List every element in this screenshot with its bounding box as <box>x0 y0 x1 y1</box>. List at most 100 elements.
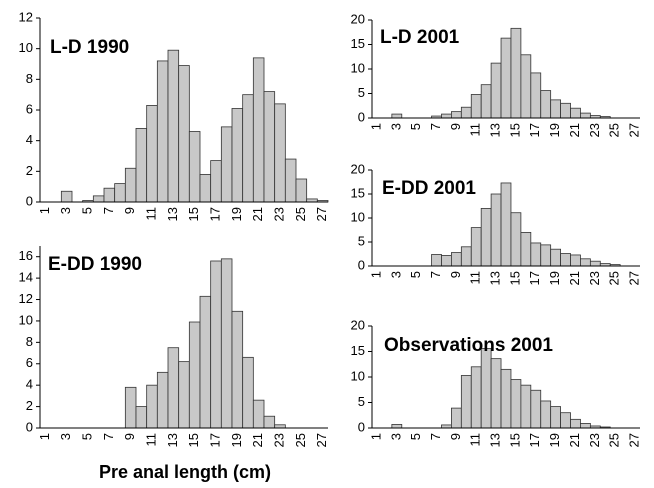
bar <box>167 347 180 429</box>
bar <box>460 375 472 429</box>
bar <box>231 108 244 203</box>
bar <box>124 167 137 203</box>
x-tick-label: 15 <box>507 123 522 137</box>
x-tick-label: 5 <box>408 123 423 130</box>
y-tick-label: 4 <box>26 132 33 147</box>
bar <box>188 131 201 203</box>
bar <box>146 105 158 203</box>
bar <box>135 127 148 203</box>
bar <box>550 248 561 267</box>
x-tick-label: 25 <box>607 271 622 285</box>
y-tick-label: 8 <box>26 334 33 349</box>
bar <box>210 160 222 203</box>
bar <box>391 424 403 429</box>
bar <box>570 107 581 119</box>
x-tick-label: 11 <box>468 271 483 285</box>
x-tick-label: 7 <box>428 123 443 130</box>
x-tick-label: 15 <box>186 207 201 221</box>
bar <box>167 49 180 203</box>
x-tick-label: 25 <box>607 123 622 137</box>
y-tick-label: 10 <box>351 209 365 224</box>
x-tick-label: 21 <box>567 123 582 137</box>
x-tick-label: 9 <box>448 123 463 130</box>
bar <box>470 227 482 267</box>
bar <box>540 400 552 429</box>
y-tick-label: 20 <box>351 317 365 332</box>
bar <box>178 65 190 203</box>
y-tick-label: 0 <box>358 257 365 272</box>
bar <box>480 207 492 267</box>
x-tick-label: 19 <box>547 433 562 447</box>
x-tick-label: 15 <box>507 271 522 285</box>
x-tick-label: 11 <box>468 433 483 447</box>
bar <box>490 193 502 267</box>
x-tick-label: 9 <box>448 271 463 278</box>
x-tick-label: 25 <box>293 433 308 447</box>
bar <box>530 389 542 429</box>
x-tick-label: 3 <box>388 123 403 130</box>
bar <box>220 126 233 203</box>
x-tick-label: 17 <box>527 271 542 285</box>
x-tick-label: 13 <box>488 123 503 137</box>
bar <box>589 260 601 267</box>
bar <box>550 99 561 119</box>
bar <box>490 358 502 429</box>
x-tick-label: 9 <box>122 433 137 440</box>
bar <box>510 379 522 429</box>
x-tick-label: 23 <box>587 123 602 137</box>
x-tick-label: 19 <box>229 433 244 447</box>
y-tick-label: 12 <box>19 291 33 306</box>
x-tick-label: 19 <box>229 207 244 221</box>
x-tick-label: 21 <box>567 433 582 447</box>
bar <box>580 112 591 119</box>
x-tick-label: 23 <box>271 207 286 221</box>
y-tick-label: 4 <box>26 377 33 392</box>
y-tick-label: 0 <box>358 109 365 124</box>
bar <box>431 254 442 267</box>
x-tick-label: 23 <box>587 271 602 285</box>
x-tick-label: 17 <box>207 433 222 447</box>
bar <box>580 258 591 267</box>
panel-title: L-D 1990 <box>50 37 129 58</box>
bar <box>146 384 158 429</box>
bar <box>252 399 265 429</box>
x-tick-label: 11 <box>143 207 158 221</box>
x-tick-label: 25 <box>607 433 622 447</box>
x-tick-label: 21 <box>567 271 582 285</box>
x-tick-label: 27 <box>626 271 641 285</box>
x-tick-label: 1 <box>37 433 52 440</box>
y-tick-label: 15 <box>351 185 365 200</box>
bar <box>252 57 265 203</box>
bar <box>510 212 522 267</box>
bar <box>550 406 561 429</box>
bar <box>460 246 472 267</box>
x-tick-label: 5 <box>79 433 94 440</box>
bar <box>470 366 482 429</box>
panel-title: L-D 2001 <box>380 27 460 48</box>
y-tick-label: 16 <box>19 248 33 263</box>
x-tick-label: 19 <box>547 123 562 137</box>
y-tick-label: 20 <box>351 11 365 26</box>
bar <box>274 103 286 203</box>
bar <box>530 72 542 119</box>
x-tick-label: 13 <box>488 433 503 447</box>
x-tick-label: 23 <box>271 433 286 447</box>
x-tick-label: 5 <box>408 271 423 278</box>
bar <box>510 27 522 119</box>
y-tick-label: 2 <box>26 163 33 178</box>
bar <box>242 356 254 429</box>
x-tick-label: 7 <box>428 433 443 440</box>
x-tick-label: 1 <box>368 123 383 130</box>
bar <box>540 90 552 119</box>
y-tick-label: 0 <box>26 419 33 434</box>
x-tick-label: 1 <box>368 271 383 278</box>
bar <box>451 407 462 429</box>
bar <box>520 231 532 267</box>
bar <box>284 158 297 203</box>
panel-title: Observations 2001 <box>384 335 553 356</box>
x-tick-label: 21 <box>250 207 265 221</box>
bar <box>178 361 190 429</box>
y-tick-label: 10 <box>19 312 33 327</box>
y-tick-label: 6 <box>26 355 33 370</box>
bar <box>135 406 148 429</box>
